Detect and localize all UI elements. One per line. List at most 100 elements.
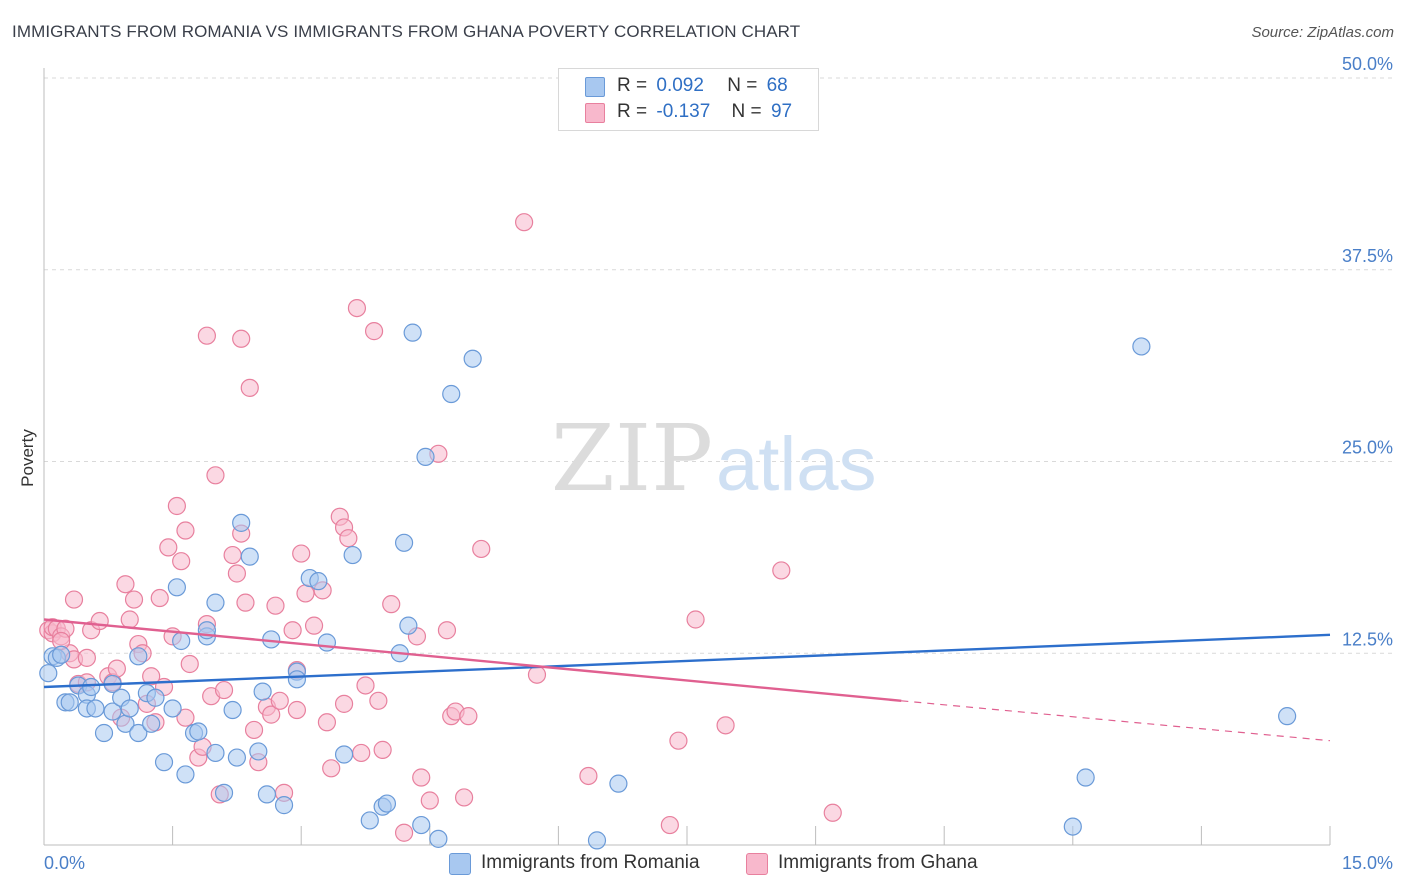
point-romania-31	[214, 783, 234, 802]
point-romania-67	[82, 677, 101, 697]
point-romania-14	[120, 699, 139, 718]
point-romania-52	[394, 533, 414, 552]
y-tick-label-3: 50.0%	[1342, 54, 1393, 74]
point-ghana-66	[334, 694, 354, 713]
point-ghana-72	[364, 322, 384, 341]
point-ghana-69	[347, 299, 367, 318]
point-romania-59	[463, 349, 482, 368]
legend-text-ghana: R = -0.137 N = 97	[617, 101, 792, 123]
point-ghana-13	[90, 611, 109, 631]
y-axis-label: Poverty	[18, 429, 37, 487]
point-ghana-71	[356, 676, 375, 695]
watermark-zip: ZIP	[551, 405, 713, 512]
point-romania-63	[1076, 768, 1095, 787]
point-ghana-8	[64, 590, 84, 609]
point-ghana-20	[124, 590, 144, 609]
point-romania-4	[60, 693, 79, 712]
point-romania-8	[86, 699, 105, 718]
point-romania-15	[129, 647, 148, 666]
point-ghana-52	[262, 705, 281, 724]
point-romania-40	[274, 796, 294, 815]
point-ghana-59	[292, 544, 311, 563]
legend-text-romania: R = 0.092 N = 68	[617, 75, 788, 97]
point-ghana-61	[304, 616, 324, 635]
point-ghana-19	[120, 610, 139, 629]
legend-swatch-romania	[585, 77, 605, 97]
source-credit: Source: ZipAtlas.com	[1251, 24, 1394, 41]
watermark-atlas: atlas	[716, 422, 877, 507]
point-romania-56	[416, 447, 435, 466]
point-romania-20	[154, 753, 174, 772]
y-tick-label-2: 37.5%	[1342, 246, 1393, 266]
point-ghana-89	[579, 766, 598, 786]
point-romania-23	[172, 631, 191, 651]
point-romania-53	[399, 616, 418, 635]
point-ghana-88	[527, 665, 547, 684]
point-ghana-63	[317, 713, 337, 732]
point-romania-9	[94, 723, 114, 743]
y-tick-label-1: 25.0%	[1342, 438, 1393, 458]
point-ghana-33	[176, 521, 195, 540]
point-romania-19	[146, 688, 165, 707]
point-ghana-68	[339, 529, 358, 548]
trend-line-extension-ghana	[901, 700, 1331, 742]
point-romania-33	[227, 748, 246, 767]
point-ghana-87	[515, 213, 534, 232]
point-ghana-30	[167, 496, 186, 516]
point-romania-24	[176, 765, 195, 784]
point-ghana-78	[412, 768, 431, 787]
axes	[43, 68, 1331, 846]
bottom-legend-swatch-ghana	[746, 853, 768, 875]
point-ghana-42	[214, 680, 234, 700]
point-ghana-37	[197, 326, 216, 345]
point-ghana-92	[686, 610, 705, 629]
legend-r-label: R =	[617, 101, 648, 122]
point-romania-32	[223, 700, 242, 720]
point-ghana-94	[772, 561, 791, 580]
point-romania-22	[167, 578, 186, 597]
legend-r-label: R =	[617, 75, 648, 96]
point-ghana-76	[394, 823, 414, 842]
point-romania-42	[287, 670, 307, 689]
point-ghana-84	[454, 788, 474, 807]
point-ghana-73	[369, 691, 388, 710]
point-romania-46	[334, 745, 354, 764]
point-romania-57	[429, 829, 448, 848]
point-ghana-70	[352, 743, 371, 763]
point-ghana-11	[77, 648, 96, 667]
point-romania-65	[1278, 707, 1297, 726]
point-ghana-18	[116, 575, 135, 594]
point-ghana-47	[236, 593, 255, 612]
point-romania-60	[587, 831, 607, 850]
point-ghana-56	[283, 621, 302, 640]
point-ghana-26	[150, 588, 169, 608]
point-romania-18	[142, 714, 161, 733]
point-ghana-64	[322, 759, 341, 778]
point-romania-66	[39, 664, 58, 683]
point-ghana-75	[382, 595, 401, 614]
point-romania-26	[189, 722, 208, 741]
point-ghana-43	[223, 545, 242, 565]
point-ghana-49	[244, 720, 264, 740]
point-romania-10	[103, 702, 122, 721]
point-ghana-53	[266, 596, 285, 615]
point-ghana-79	[420, 791, 439, 810]
point-romania-37	[253, 682, 272, 701]
point-romania-36	[249, 742, 268, 761]
point-romania-29	[206, 593, 225, 612]
point-romania-35	[240, 547, 259, 566]
legend-swatch-ghana	[585, 103, 605, 123]
point-romania-21	[163, 699, 182, 718]
point-ghana-60	[296, 584, 315, 603]
trend-line-ghana	[43, 618, 902, 702]
point-romania-34	[232, 513, 251, 532]
point-romania-54	[403, 323, 422, 342]
bottom-legend-label-ghana: Immigrants from Ghana	[778, 852, 978, 873]
point-ghana-45	[232, 329, 251, 348]
legend-n-value-romania: 68	[766, 75, 788, 96]
legend-r-value-ghana: -0.137	[656, 101, 711, 122]
point-ghana-74	[373, 740, 392, 759]
point-romania-61	[609, 774, 628, 793]
point-ghana-86	[472, 539, 491, 559]
